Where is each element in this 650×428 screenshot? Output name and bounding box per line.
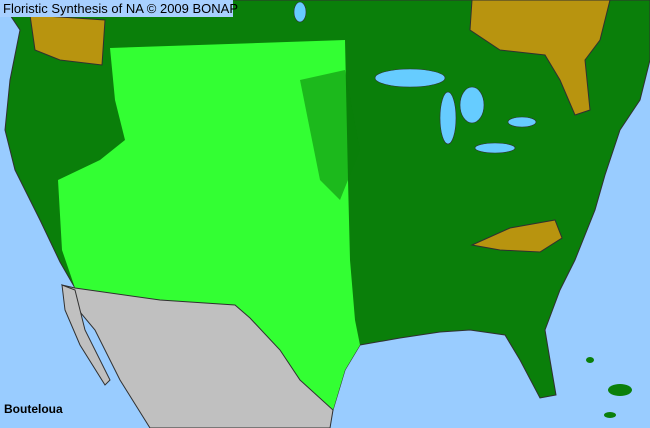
region-present-dark-plains xyxy=(300,70,360,200)
taxon-label: Bouteloua xyxy=(4,402,63,416)
caribbean-islands xyxy=(586,357,632,418)
lake-winnipeg xyxy=(293,1,307,23)
lake-superior xyxy=(374,68,446,88)
lake-michigan xyxy=(439,91,457,145)
lakes xyxy=(293,1,537,154)
region-absent-north-carolina xyxy=(470,219,563,253)
lake-huron xyxy=(459,86,485,124)
lake-ontario xyxy=(507,116,537,128)
region-absent-washington xyxy=(29,14,106,66)
map-title: Floristic Synthesis of NA © 2009 BONAP xyxy=(0,0,238,17)
mexico xyxy=(61,284,334,428)
baja-california xyxy=(61,284,111,386)
region-county-present-west xyxy=(58,40,360,410)
region-absent-northeast xyxy=(469,0,611,116)
lake-erie xyxy=(474,142,516,154)
